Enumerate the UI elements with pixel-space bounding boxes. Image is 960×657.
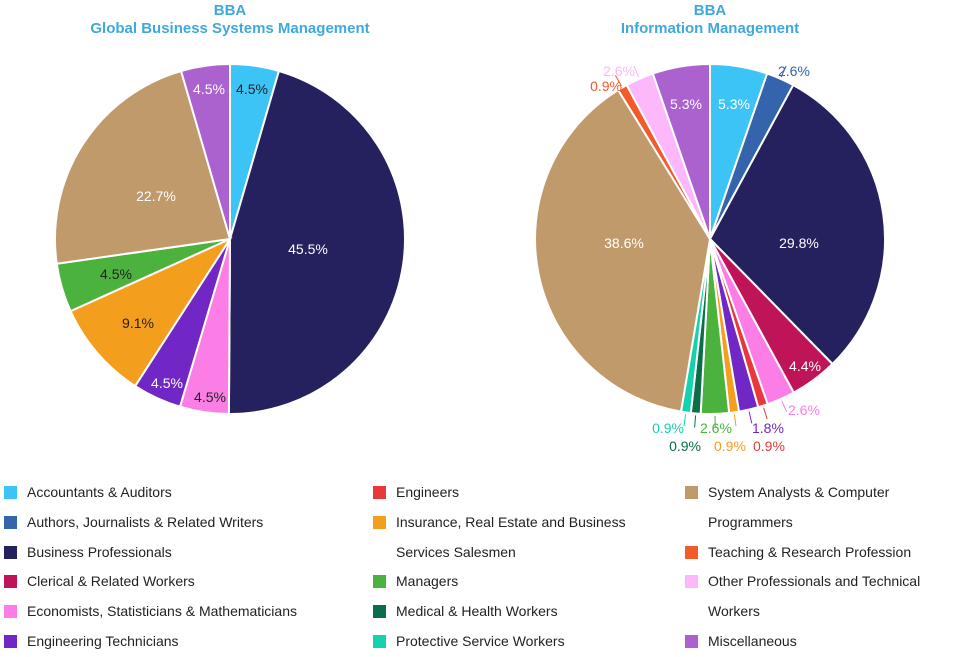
legend-swatch (4, 486, 17, 499)
leader-line-insurance-real-estate-and-business-services-salesmen (734, 414, 736, 426)
pie-charts-canvas: BBA Global Business Systems Management 4… (0, 0, 960, 478)
slice-label-system-analysts-and-computer-programmers: 22.7% (136, 188, 176, 204)
legend-swatch (373, 575, 386, 588)
legend-label: Managers (396, 567, 626, 597)
slice-label-engineers: 0.9% (753, 438, 785, 454)
chart-subtitle-right: Information Management (621, 20, 799, 37)
slice-label-protective-service-workers: 0.9% (652, 420, 684, 436)
legend-item-business-professionals: Business Professionals (2, 538, 297, 568)
slice-label-accountants-and-auditors: 4.5% (236, 81, 268, 97)
legend-item-engineering-technicians: Engineering Technicians (2, 627, 297, 657)
legend-item-authors-journalists-and-related-writers: Authors, Journalists & Related Writers (2, 508, 297, 538)
legend-label-continued: Workers (708, 597, 920, 627)
legend-swatch (685, 575, 698, 588)
slice-label-managers: 2.6% (700, 420, 732, 436)
leader-line-medical-and-health-workers (695, 415, 696, 427)
slice-label-economists-statisticians-and-mathematicians: 4.5% (194, 389, 226, 405)
chart-subtitle-left: Global Business Systems Management (90, 20, 369, 37)
legend-label: Authors, Journalists & Related Writers (27, 508, 297, 538)
legend-label: Miscellaneous (708, 627, 920, 657)
slice-label-engineering-technicians: 1.8% (752, 420, 784, 436)
slice-label-system-analysts-and-computer-programmers: 38.6% (604, 235, 644, 251)
legend-label: Insurance, Real Estate and Business (396, 508, 626, 538)
leader-line-economists-statisticians-and-mathematicians (782, 401, 787, 412)
pie-chart-information-management: BBA Information Management 5.3% 2.6% 29.8%… (535, 2, 885, 454)
leader-line-engineers (764, 408, 768, 419)
chart-title-left: BBA (214, 2, 247, 19)
legend-item-clerical-and-related-workers: Clerical & Related Workers (2, 567, 297, 597)
legend-swatch (373, 605, 386, 618)
slice-label-miscellaneous: 4.5% (193, 81, 225, 97)
legend-label: Other Professionals and Technical (708, 567, 920, 597)
legend-swatch (4, 575, 17, 588)
slice-label-teaching-and-research-profession: 0.9% (590, 78, 622, 94)
slice-label-insurance-real-estate-and-business-services-salesmen: 9.1% (122, 315, 154, 331)
legend-label: Protective Service Workers (396, 627, 626, 657)
legend-swatch (4, 635, 17, 648)
legend-swatch (373, 486, 386, 499)
slice-label-miscellaneous: 5.3% (670, 96, 702, 112)
legend-item-accountants-and-auditors: Accountants & Auditors (2, 478, 297, 508)
slice-label-insurance-real-estate-and-business-services-salesmen: 0.9% (714, 438, 746, 454)
legend-item-managers: Managers (371, 567, 626, 597)
legend-swatch (4, 546, 17, 559)
slice-label-authors-journalists-and-related-writers: 2.6% (778, 63, 810, 79)
legend-label: Economists, Statisticians & Mathematicia… (27, 597, 297, 627)
leader-line-protective-service-workers (684, 414, 686, 426)
legend-swatch (373, 516, 386, 529)
legend-label: Teaching & Research Profession (708, 538, 920, 568)
legend-label-continued: Programmers (708, 508, 920, 538)
slice-label-other-professionals-and-technical-workers: 2.6% (603, 63, 635, 79)
legend-label: System Analysts & Computer (708, 478, 920, 508)
slice-label-accountants-and-auditors: 5.3% (718, 96, 750, 112)
legend-item-miscellaneous: Miscellaneous (683, 627, 920, 657)
legend-item-economists-statisticians-and-mathematicians: Economists, Statisticians & Mathematicia… (2, 597, 297, 627)
legend-label: Accountants & Auditors (27, 478, 297, 508)
legend-label: Medical & Health Workers (396, 597, 626, 627)
legend-item-protective-service-workers: Protective Service Workers (371, 627, 626, 657)
slice-label-business-professionals: 45.5% (288, 241, 328, 257)
legend-item-teaching-and-research-profession: Teaching & Research Profession (683, 538, 920, 568)
slice-label-medical-and-health-workers: 0.9% (669, 438, 701, 454)
slice-label-clerical-and-related-workers: 4.4% (789, 358, 821, 374)
legend-item-medical-and-health-workers: Medical & Health Workers (371, 597, 626, 627)
slice-label-managers: 4.5% (100, 266, 132, 282)
legend-swatch (685, 635, 698, 648)
legend-label: Clerical & Related Workers (27, 567, 297, 597)
legend-label: Engineering Technicians (27, 627, 297, 657)
pie-chart-global-business-systems-management: BBA Global Business Systems Management 4… (55, 2, 405, 414)
legend-swatch (4, 516, 17, 529)
legend-label: Engineers (396, 478, 626, 508)
chart-title-right: BBA (694, 2, 727, 19)
slice-label-business-professionals: 29.8% (779, 235, 819, 251)
legend-swatch (685, 486, 698, 499)
legend-label-continued: Services Salesmen (396, 538, 626, 568)
legend-label: Business Professionals (27, 538, 297, 568)
legend-item-engineers: Engineers (371, 478, 626, 508)
slice-label-economists-statisticians-and-mathematicians: 2.6% (788, 402, 820, 418)
slice-label-engineering-technicians: 4.5% (151, 375, 183, 391)
legend-swatch (4, 605, 17, 618)
legend-swatch (685, 546, 698, 559)
legend-swatch (373, 635, 386, 648)
